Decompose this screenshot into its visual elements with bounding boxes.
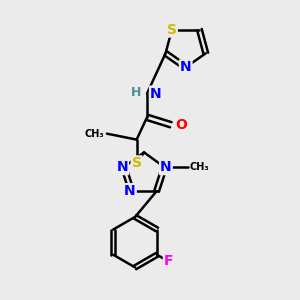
Text: CH₃: CH₃ (84, 129, 104, 139)
Text: H: H (131, 85, 141, 98)
Text: N: N (124, 184, 136, 198)
Text: S: S (132, 156, 142, 170)
Text: S: S (167, 22, 177, 37)
Text: N: N (116, 160, 128, 174)
Text: N: N (150, 86, 162, 100)
Text: N: N (160, 160, 172, 174)
Text: CH₃: CH₃ (190, 162, 209, 172)
Text: N: N (180, 60, 191, 74)
Text: F: F (164, 254, 173, 268)
Text: O: O (175, 118, 187, 132)
